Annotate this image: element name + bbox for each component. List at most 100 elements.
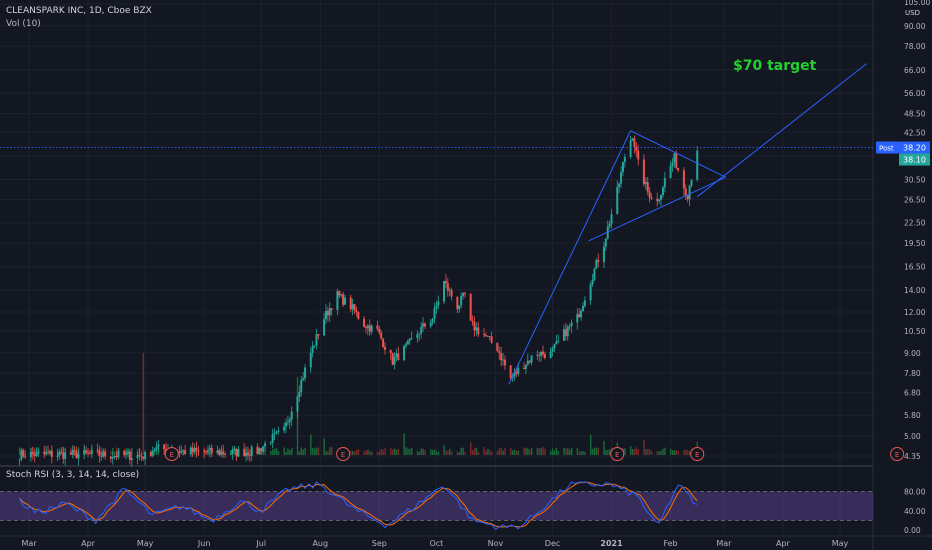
price-tick-label: 6.80 — [904, 389, 921, 398]
candle-body — [271, 433, 274, 443]
volume-bar — [285, 451, 287, 455]
candle-body — [153, 449, 156, 451]
candle-body — [47, 452, 50, 454]
candle-body — [62, 452, 65, 459]
candle-body — [109, 456, 112, 459]
candle-body — [48, 451, 51, 454]
candle-body — [144, 451, 147, 460]
candle-body — [496, 342, 499, 352]
volume-bar — [536, 447, 539, 455]
volume-bar — [658, 451, 660, 455]
candle-body — [35, 451, 38, 457]
candle-body — [191, 447, 194, 452]
volume-bar — [298, 451, 301, 455]
volume-bar — [563, 447, 565, 455]
candle-body — [235, 448, 238, 457]
candle-body — [682, 170, 685, 189]
volume-bar — [407, 448, 409, 455]
candle-body — [553, 344, 556, 349]
earnings-marker-icon[interactable] — [610, 447, 625, 461]
candle-body — [675, 153, 678, 168]
candle-body — [688, 185, 691, 200]
candle-body — [437, 301, 440, 306]
candle-body — [98, 450, 101, 456]
time-tick-label: May — [832, 539, 849, 548]
candle-body — [429, 322, 432, 327]
candle-body — [71, 450, 74, 455]
volume-bar — [540, 448, 542, 455]
post-badge-label: Post — [879, 145, 894, 153]
volume-bar — [367, 449, 369, 455]
price-tick-label: 19.50 — [904, 239, 926, 248]
candle-body — [140, 455, 143, 457]
candle-body — [149, 451, 152, 456]
volume-bar — [675, 450, 678, 455]
earnings-marker-icon[interactable] — [164, 447, 179, 461]
volume-bar — [431, 450, 434, 455]
candle-body — [309, 352, 312, 368]
volume-bar — [353, 451, 356, 455]
volume-bar — [595, 447, 598, 455]
volume-bar — [475, 448, 478, 455]
candle-body — [581, 306, 584, 311]
earnings-marker-letter: E — [895, 451, 899, 459]
volume-bar — [677, 451, 679, 455]
candle-body — [206, 450, 209, 452]
candle-body — [37, 451, 40, 453]
volume-bar — [312, 448, 314, 455]
candle-body — [593, 268, 596, 280]
candle-body — [182, 450, 185, 451]
stoch-tick-label: 0.00 — [904, 526, 921, 535]
candle-body — [231, 449, 234, 454]
candle-body — [195, 448, 198, 451]
candle-body — [686, 195, 689, 200]
candle-body — [538, 354, 541, 356]
candle-body — [604, 238, 607, 247]
volume-bar — [458, 451, 461, 455]
candle-body — [368, 325, 371, 332]
candle-body — [646, 181, 649, 192]
candle-body — [311, 345, 314, 353]
trendline-triangle-bottom[interactable] — [588, 176, 726, 242]
symbol-title: CLEANSPARK INC, 1D, Cboe BZX — [6, 6, 152, 16]
earnings-marker-icon[interactable] — [336, 447, 351, 461]
candle-body — [562, 329, 565, 341]
candle-body — [557, 340, 560, 342]
candle-body — [389, 349, 392, 354]
price-tick-label: 48.50 — [904, 110, 926, 119]
earnings-marker-icon[interactable] — [890, 447, 905, 461]
candle-body — [602, 246, 605, 263]
candle-body — [262, 446, 265, 452]
candle-body — [580, 310, 583, 318]
volume-bar — [629, 445, 632, 455]
candle-body — [222, 451, 225, 455]
volume-bar — [357, 449, 360, 455]
volume-bar — [323, 438, 325, 455]
candle-body — [444, 280, 447, 284]
price-tick-label: 26.50 — [904, 195, 926, 204]
target-annotation[interactable]: $70 target — [733, 58, 817, 74]
volume-bar — [584, 451, 586, 455]
volume-bar — [538, 447, 541, 455]
candle-body — [286, 422, 289, 423]
candle-body — [317, 334, 320, 336]
volume-bar — [502, 450, 504, 455]
candle-body — [671, 162, 674, 167]
candle-body — [475, 327, 478, 331]
time-tick-label: Mar — [21, 539, 37, 548]
trendline-target-projection[interactable] — [696, 63, 867, 198]
candle-body — [555, 341, 558, 345]
candle-body — [296, 396, 299, 412]
volume-bar — [350, 450, 352, 455]
earnings-marker-icon[interactable] — [690, 447, 705, 461]
candle-body — [391, 353, 394, 365]
candle-body — [589, 284, 592, 301]
candle-body — [677, 167, 680, 171]
candle-body — [126, 451, 129, 454]
candle-body — [564, 329, 567, 337]
trendline-triangle-top[interactable] — [630, 130, 726, 178]
candle-body — [484, 335, 487, 337]
trendline-rising[interactable] — [508, 130, 632, 385]
volume-bar — [154, 449, 156, 455]
